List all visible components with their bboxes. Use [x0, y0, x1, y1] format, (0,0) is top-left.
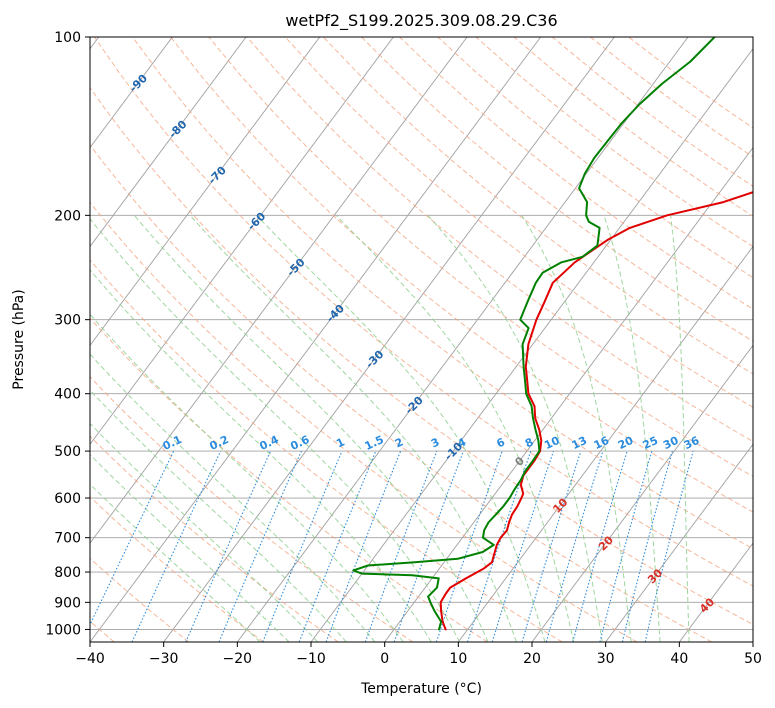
moist-adiabat-line — [335, 214, 575, 642]
isotherm-line — [163, 37, 615, 642]
isotherm-line — [90, 37, 321, 347]
mixing-ratio-line — [572, 450, 628, 642]
mixing-ratio-line — [218, 450, 302, 642]
moist-adiabat-line — [90, 389, 347, 642]
mixing-ratio-line — [185, 450, 272, 642]
dry-adiabat-line — [90, 144, 712, 642]
x-axis: −40 −30 −20 −10 0 10 20 30 40 50 — [75, 642, 762, 667]
y-axis: 100 200 300 400 500 600 700 800 900 1000 — [45, 30, 90, 638]
x-tick-label: 0 — [380, 651, 389, 667]
moist-adiabat-line — [670, 215, 690, 642]
plot-frame — [89, 36, 754, 643]
x-tick-label: 40 — [670, 651, 688, 667]
x-tick-label: −30 — [149, 651, 179, 667]
dry-adiabat-line — [170, 37, 753, 513]
y-tick-label: 500 — [54, 444, 81, 460]
mixing-ratio-line — [298, 450, 377, 642]
moist-adiabat-line — [90, 217, 461, 642]
mixing-ratio-line — [545, 450, 604, 642]
x-tick-label: 20 — [523, 651, 541, 667]
y-tick-label: 800 — [54, 565, 81, 581]
mixing-ratio-line — [364, 450, 438, 642]
y-tick-label: 100 — [54, 30, 81, 46]
mixing-ratio-label: 10 — [542, 434, 562, 452]
mixing-ratio-label: 30 — [661, 434, 681, 452]
isotherm-line — [457, 245, 753, 642]
mixing-ratio-line — [262, 450, 343, 642]
moist-adiabat-line — [90, 353, 376, 642]
dry-adiabat-line — [132, 37, 753, 550]
x-tick-label: 10 — [449, 651, 467, 667]
dry-adiabat-line — [90, 317, 488, 642]
dry-adiabat-line — [90, 86, 753, 626]
isotherm-line — [90, 37, 247, 248]
isotherm-line — [531, 344, 753, 642]
mixing-ratio-label: 13 — [570, 434, 589, 452]
x-tick-label: 30 — [597, 651, 615, 667]
mixing-ratio-line — [325, 450, 402, 642]
moist-adiabat-line — [603, 215, 661, 642]
profile-lines — [352, 37, 753, 631]
isotherm-line — [605, 443, 753, 642]
mixing-ratio-label: 16 — [592, 434, 612, 452]
mixing-ratio-line — [466, 450, 532, 642]
y-axis-title: Pressure (hPa) — [11, 289, 27, 389]
mixing-ratio-line — [599, 450, 653, 642]
dry-adiabat-line — [90, 435, 339, 642]
mixing-ratio-line — [131, 450, 222, 642]
x-tick-label: 50 — [744, 651, 762, 667]
mixing-ratio-line — [521, 450, 582, 642]
y-tick-label: 300 — [54, 313, 81, 329]
dry-adiabat-line — [208, 37, 753, 478]
y-tick-label: 700 — [54, 531, 81, 547]
moist-adiabat-line — [427, 214, 603, 642]
mixing-ratio-line — [435, 450, 503, 642]
y-tick-label: 900 — [54, 595, 81, 611]
isotherm-line — [90, 37, 173, 149]
mixing-ratio-line — [393, 450, 464, 642]
dewpoint-line — [352, 37, 716, 631]
mixing-ratio-label: 36 — [682, 434, 702, 452]
dry-adiabat-line — [90, 557, 190, 642]
y-tick-label: 1000 — [45, 622, 81, 638]
dry-adiabat-line — [90, 201, 638, 642]
dry-adiabat-line — [399, 37, 753, 310]
x-tick-label: −20 — [223, 651, 253, 667]
isotherm-line — [90, 37, 542, 642]
mixing-ratio-label: 25 — [641, 434, 660, 452]
y-tick-label: 400 — [54, 387, 81, 403]
dry-adiabat-line — [90, 259, 563, 642]
moist-adiabat-line — [90, 313, 404, 642]
dry-adiabat-line — [361, 37, 753, 342]
mixing-ratio-line — [491, 450, 555, 642]
x-tick-label: −10 — [296, 651, 326, 667]
dry-adiabat-line — [90, 376, 414, 642]
x-axis-title: Temperature (°C) — [360, 681, 482, 697]
y-tick-label: 200 — [54, 208, 81, 224]
moist-adiabat-line — [133, 214, 489, 642]
isotherm-line — [384, 146, 753, 642]
chart-title: wetPf2_S199.2025.309.08.29.C36 — [285, 11, 557, 31]
dry-adiabat-line — [246, 37, 753, 443]
mixing-ratio-label: 20 — [616, 434, 636, 452]
moist-adiabat-line — [256, 214, 546, 642]
isotherm-line — [90, 37, 394, 445]
x-tick-label: −40 — [75, 651, 105, 667]
isotherm-line — [236, 37, 689, 642]
moist-adiabat-line — [189, 214, 517, 642]
y-tick-label: 600 — [54, 491, 81, 507]
isotherm-line — [90, 37, 468, 544]
temperature-line — [439, 191, 753, 631]
moist-adiabat-line — [90, 422, 319, 642]
background-lines — [90, 37, 753, 642]
